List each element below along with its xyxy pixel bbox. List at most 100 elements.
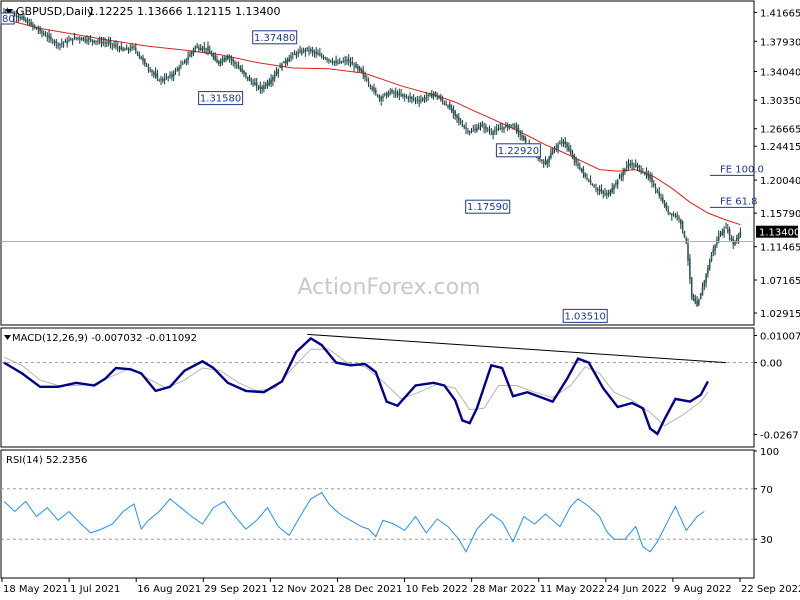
candle: [393, 89, 395, 98]
rsi-axis: 100 70 30: [754, 447, 779, 546]
candle: [234, 60, 236, 69]
candle: [281, 62, 283, 71]
candle: [37, 25, 40, 34]
candle: [521, 130, 523, 141]
candle: [701, 282, 704, 296]
candle: [154, 67, 157, 79]
candle: [409, 92, 411, 103]
candle: [689, 254, 691, 284]
candle: [80, 37, 83, 41]
candle: [357, 64, 359, 73]
candle: [51, 38, 54, 45]
candle: [546, 159, 549, 168]
date-tick-label: 24 Jun 2022: [607, 584, 667, 595]
candle: [411, 95, 413, 104]
candle: [499, 123, 502, 131]
candle: [275, 67, 278, 77]
candle: [640, 165, 642, 175]
candle: [452, 105, 455, 119]
candle: [472, 124, 475, 132]
candle: [255, 78, 258, 92]
candle: [501, 122, 503, 133]
candle: [371, 85, 373, 92]
candle: [566, 141, 568, 152]
candle: [631, 159, 633, 170]
candle: [737, 232, 740, 244]
candle: [203, 42, 206, 54]
candle: [582, 166, 585, 178]
candle: [100, 37, 103, 48]
candle: [243, 69, 245, 77]
candle: [156, 69, 159, 81]
candle: [210, 50, 213, 57]
candle: [519, 130, 521, 141]
candle: [495, 124, 498, 135]
candle: [304, 47, 307, 57]
candle: [136, 50, 139, 57]
annotation-label: 1.17590: [467, 202, 508, 213]
candle: [474, 124, 476, 133]
candle: [568, 142, 570, 152]
price-panel[interactable]: ActionForex.com 1.37480 1.31580 1.22920 1.1…: [0, 0, 764, 326]
candle: [728, 226, 731, 241]
candle: [382, 93, 384, 102]
candle: [353, 62, 355, 72]
date-tick-label: 11 May 2022: [540, 584, 605, 595]
macd-collapse-arrow-icon[interactable]: [4, 335, 11, 340]
candle: [454, 110, 456, 120]
candle: [163, 73, 166, 85]
candle: [663, 200, 666, 208]
candle: [672, 211, 675, 217]
candle: [41, 28, 43, 38]
candle: [606, 189, 608, 200]
annotation-label: 1.31580: [200, 94, 241, 105]
candle: [366, 75, 368, 82]
candle: [425, 91, 428, 103]
date-axis: 18 May 2021 1 Jul 2021 16 Aug 2021 29 Sep 2…: [1, 578, 800, 595]
candle: [571, 149, 574, 160]
candle: [75, 36, 77, 41]
candle: [162, 76, 164, 83]
rsi-panel[interactable]: RSI(14) 52.2356: [0, 449, 755, 579]
candle: [138, 51, 141, 60]
candle: [416, 96, 419, 104]
candle: [647, 170, 650, 181]
candle: [283, 60, 285, 64]
candle: [17, 13, 20, 23]
candle: [445, 100, 447, 106]
candle: [158, 78, 160, 82]
candle: [292, 52, 294, 60]
candle: [329, 59, 332, 63]
candle: [42, 30, 45, 37]
candle: [586, 173, 588, 181]
candle: [674, 213, 677, 219]
candle: [450, 104, 453, 113]
candle: [172, 70, 175, 81]
candle: [492, 129, 494, 140]
candle: [373, 83, 375, 95]
candle: [199, 44, 202, 52]
candle: [286, 57, 289, 66]
candle: [575, 156, 577, 167]
candle: [468, 130, 471, 136]
candle: [104, 37, 106, 48]
candle: [734, 239, 736, 246]
macd-axis: 0.010071 0.00 -0.0267: [754, 332, 800, 441]
candle: [593, 184, 595, 188]
macd-panel[interactable]: MACD(12,26,9) -0.007032 -0.011092: [0, 327, 755, 448]
candle: [725, 222, 727, 229]
candle: [39, 25, 41, 35]
candle: [634, 159, 637, 168]
candle: [459, 118, 462, 125]
candle: [727, 223, 729, 234]
date-tick-label: 29 Sep 2021: [204, 584, 267, 595]
collapse-arrow-icon[interactable]: [5, 9, 13, 14]
candle: [124, 47, 126, 51]
candle: [232, 57, 234, 67]
candle: [367, 77, 370, 88]
candle: [683, 230, 686, 238]
candle: [653, 179, 655, 188]
candle: [412, 94, 415, 102]
candle: [486, 127, 489, 132]
candle: [569, 144, 572, 156]
